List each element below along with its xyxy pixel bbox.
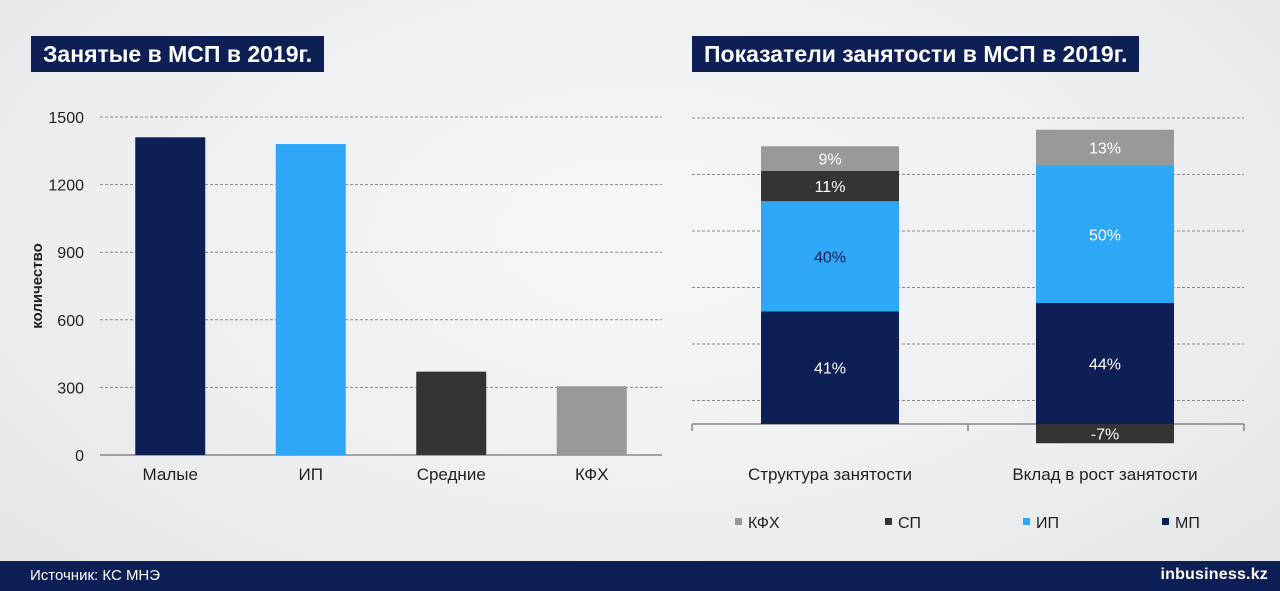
x-tick-label: КФХ [575, 465, 609, 484]
data-label: 11% [815, 179, 846, 196]
stack-segment [1036, 165, 1174, 303]
bar [556, 386, 627, 455]
left-chart-title: Занятые в МСП в 2019г. [31, 36, 325, 72]
y-tick-label: 300 [57, 380, 84, 397]
stack-segment [1036, 303, 1174, 424]
x-tick-label: Средние [417, 465, 486, 484]
bar [135, 137, 206, 455]
x-tick-label: Структура занятости [748, 465, 912, 484]
legend-swatch [735, 518, 742, 525]
inbusiness-logo[interactable]: inbusiness.kz [1160, 566, 1268, 583]
right-stacked-chart: 41% 40% 11% 9% Структура занятости 44% 50% -7% 1… [691, 117, 1245, 532]
legend-label: СП [898, 515, 921, 532]
data-label: 41% [814, 361, 846, 378]
bar [416, 371, 487, 455]
data-label: -7% [1091, 427, 1119, 444]
y-tick-label: 900 [57, 245, 84, 262]
x-tick-label: Малые [143, 465, 198, 484]
y-tick-label: 1500 [48, 110, 84, 127]
source-note: Источник: КС МНЭ [30, 567, 161, 584]
stack-segment [761, 311, 899, 424]
stack-segment [1036, 424, 1174, 444]
right-chart-title: Показатели занятости в МСП в 2019г. [692, 36, 1140, 72]
stack-segment [761, 146, 899, 171]
legend-label: МП [1175, 515, 1200, 532]
bar [275, 144, 346, 456]
charts-canvas: 0 300 600 900 1200 1500 количество Малые ИП Средн… [29, 110, 1245, 532]
y-tick-label: 0 [75, 448, 84, 465]
left-bar-chart: 0 300 600 900 1200 1500 количество Малые ИП Средн… [29, 110, 662, 484]
legend-swatch [885, 518, 892, 525]
stack-segment [761, 171, 899, 202]
footer-bar: Источник: КС МНЭ inbusiness.kz [0, 561, 1280, 591]
legend-label: КФХ [748, 515, 780, 532]
stack-segment [761, 201, 899, 312]
data-label: 40% [814, 249, 846, 266]
stack-segment [1036, 129, 1174, 166]
x-tick-label: Вклад в рост занятости [1012, 465, 1197, 484]
y-axis-label: количество [29, 243, 46, 329]
y-tick-label: 600 [57, 313, 84, 330]
data-label: 50% [1089, 227, 1121, 244]
data-label: 44% [1089, 357, 1121, 374]
legend-swatch [1023, 518, 1030, 525]
data-label: 9% [818, 152, 841, 169]
legend-label: ИП [1036, 515, 1059, 532]
data-label: 13% [1089, 141, 1121, 158]
y-tick-label: 1200 [48, 178, 84, 195]
legend-swatch [1162, 518, 1169, 525]
x-tick-label: ИП [299, 465, 323, 484]
